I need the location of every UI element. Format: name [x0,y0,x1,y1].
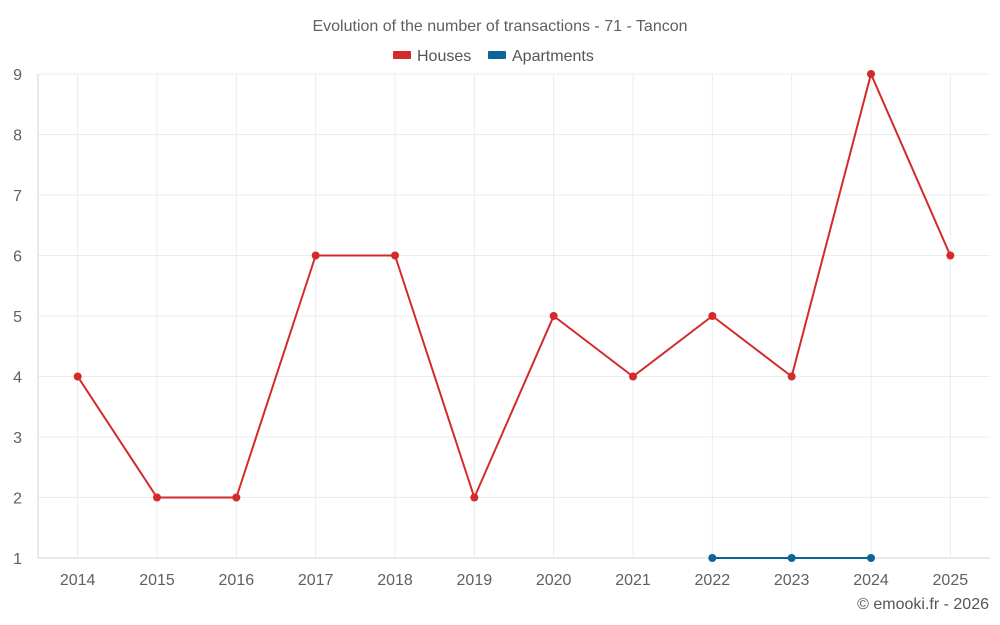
x-tick-label: 2020 [536,572,572,589]
legend-label-houses: Houses [417,48,471,65]
data-point-apartments-2024[interactable] [867,554,875,562]
data-point-houses-2018[interactable] [391,251,399,260]
y-tick-label: 3 [13,430,22,447]
y-tick-label: 9 [13,67,22,84]
credit-text: © emooki.fr - 2026 [857,596,989,613]
data-point-houses-2020[interactable] [549,312,558,320]
data-point-houses-2021[interactable] [629,372,637,381]
x-tick-label: 2016 [219,572,255,589]
x-tick-label: 2021 [615,572,651,589]
x-tick-label: 2018 [377,572,413,589]
data-point-houses-2014[interactable] [73,372,82,381]
series-layer [73,70,955,562]
y-tick-label: 2 [13,491,22,508]
data-point-houses-2025[interactable] [946,251,955,260]
data-point-houses-2016[interactable] [232,493,241,502]
x-tick-label: 2014 [60,572,96,589]
data-point-houses-2019[interactable] [470,493,479,502]
data-point-houses-2024[interactable] [867,70,875,78]
gridlines [38,73,990,558]
y-tick-label: 5 [13,309,22,326]
x-tick-label: 2019 [457,572,493,589]
y-tick-label: 1 [13,551,22,568]
legend-item-apartments[interactable]: Apartments [488,48,594,65]
legend-item-houses[interactable]: Houses [393,48,471,65]
series-line-houses [76,73,952,499]
legend-swatch-apartments [488,51,506,59]
x-tick-label: 2023 [774,572,810,589]
x-axis-ticks: 2014 2015 2016 2017 2018 2019 2020 2021 2022 2023… [60,572,968,589]
data-point-houses-2023[interactable] [787,372,796,381]
x-tick-label: 2024 [853,572,889,589]
data-point-houses-2015[interactable] [153,493,161,502]
x-tick-label: 2022 [695,572,731,589]
x-tick-label: 2025 [933,572,969,589]
y-tick-label: 4 [13,370,22,387]
y-tick-label: 6 [13,249,22,266]
legend-label-apartments: Apartments [512,48,594,65]
legend-swatch-houses [393,51,411,59]
legend[interactable]: Houses Apartments [393,48,594,65]
y-tick-label: 7 [13,188,22,205]
data-point-apartments-2023[interactable] [787,554,796,562]
data-point-apartments-2022[interactable] [708,554,717,562]
x-tick-label: 2017 [298,572,334,589]
x-tick-label: 2015 [139,572,175,589]
y-tick-label: 8 [13,128,22,145]
y-axis-ticks: 1 2 3 4 5 6 7 8 9 [13,67,22,568]
data-point-houses-2022[interactable] [708,312,717,320]
data-point-houses-2017[interactable] [311,251,320,260]
chart-title: Evolution of the number of transactions … [312,18,687,35]
